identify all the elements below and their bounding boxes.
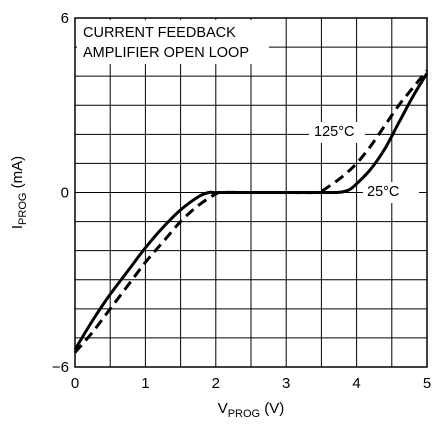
series-line-25c [73, 72, 429, 351]
x-axis-label-main: V [218, 400, 228, 417]
chart-title-line-1: CURRENT FEEDBACK [83, 25, 236, 41]
x-tick-label: 4 [352, 375, 360, 392]
x-tick-label: 2 [212, 375, 220, 392]
y-axis-label: IPROG (mA) [9, 156, 29, 229]
annotation-background [363, 182, 419, 203]
y-tick-label: 6 [61, 10, 69, 27]
plot-frame [74, 17, 428, 368]
x-axis-label: VPROG (V) [218, 400, 285, 420]
annotation-layer: 125°C 25°C [309, 122, 419, 203]
chart-title-line-2: AMPLIFIER OPEN LOOP [83, 45, 249, 61]
x-axis-label-unit: (V) [260, 400, 284, 417]
y-tick-label: −6 [52, 359, 69, 376]
y-axis-label-subscript: PROG [17, 193, 29, 225]
series-line-125c [73, 69, 429, 354]
y-tick-label: 0 [61, 185, 69, 202]
annotation-label-25c: 25°C [367, 184, 399, 200]
x-tick-label: 1 [141, 375, 149, 392]
series-layer [73, 69, 429, 354]
y-axis-label-unit: (mA) [9, 156, 26, 193]
tick-label-layer: 0 1 2 3 4 560−6 [52, 10, 431, 392]
x-axis-label-subscript: PROG [228, 408, 260, 420]
x-tick-label: 0 [71, 375, 79, 392]
chart-title-background [77, 20, 269, 64]
annotation-label-125c: 125°C [314, 124, 354, 140]
x-tick-label: 5 [423, 375, 431, 392]
y-axis-label-main: I [9, 225, 26, 229]
grid [75, 18, 427, 367]
x-tick-label: 3 [282, 375, 290, 392]
annotation-background [309, 122, 365, 143]
